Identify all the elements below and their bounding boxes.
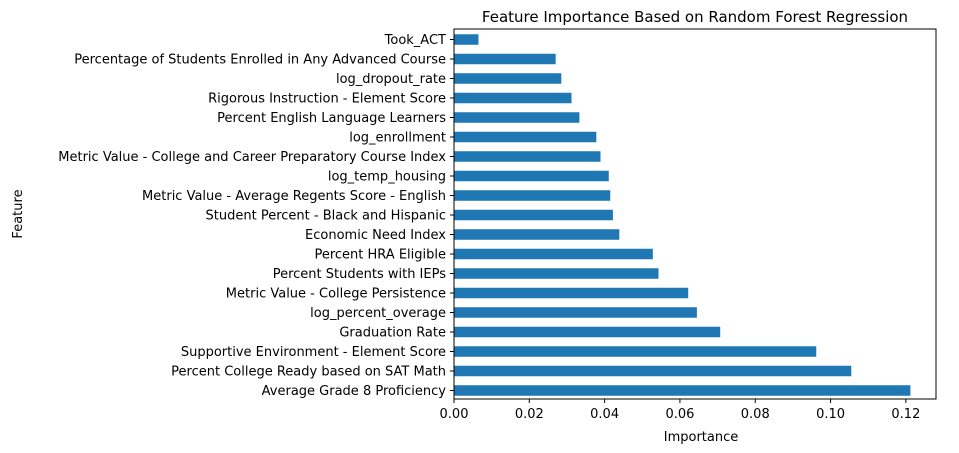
x-tick-label: 0.10 bbox=[816, 407, 845, 422]
bar bbox=[454, 209, 613, 221]
x-tick-label: 0.08 bbox=[741, 407, 770, 422]
bar bbox=[454, 287, 689, 299]
bar bbox=[454, 112, 580, 123]
y-tick-label: log_temp_housing bbox=[328, 170, 446, 185]
y-tick-label: log_dropout_rate bbox=[336, 72, 446, 87]
y-tick-label: Student Percent - Black and Hispanic bbox=[206, 209, 446, 224]
y-tick-label: log_enrollment bbox=[349, 131, 446, 146]
x-axis-label: Importance bbox=[664, 430, 739, 445]
y-tick-label: Percent Students with IEPs bbox=[273, 267, 446, 282]
y-axis-label: Feature bbox=[11, 189, 26, 238]
bar bbox=[454, 73, 562, 84]
bar bbox=[454, 248, 653, 260]
y-tick-label: Metric Value - Average Regents Score - E… bbox=[142, 189, 446, 204]
bar bbox=[454, 151, 601, 162]
y-tick-label: Percent College Ready based on SAT Math bbox=[171, 365, 446, 380]
bar bbox=[454, 365, 852, 377]
y-axis-ticks: Took_ACT Percentage of Students Enrolled … bbox=[58, 33, 454, 399]
bar bbox=[454, 346, 817, 357]
y-tick-label: Took_ACT bbox=[384, 33, 446, 48]
x-tick-label: 0.06 bbox=[665, 407, 694, 422]
bar bbox=[454, 170, 609, 182]
y-tick-label: Average Grade 8 Proficiency bbox=[262, 384, 447, 399]
y-tick-label: Supportive Environment - Element Score bbox=[181, 345, 446, 360]
bar bbox=[454, 53, 556, 65]
bars-group bbox=[454, 34, 911, 396]
x-tick-label: 0.00 bbox=[440, 407, 469, 422]
bar bbox=[454, 34, 479, 45]
x-tick-label: 0.04 bbox=[590, 407, 619, 422]
x-axis-ticks: 0.00 0.02 0.04 0.06 0.08 0.10 0.12 bbox=[440, 399, 920, 422]
bar bbox=[454, 326, 721, 338]
y-tick-label: Rigorous Instruction - Element Score bbox=[208, 92, 446, 107]
x-tick-label: 0.12 bbox=[891, 407, 920, 422]
y-tick-label: Economic Need Index bbox=[305, 228, 446, 243]
plot-frame bbox=[453, 28, 937, 400]
y-tick-label: log_percent_overage bbox=[310, 306, 446, 321]
y-tick-label: Percentage of Students Enrolled in Any A… bbox=[74, 53, 446, 68]
bar bbox=[454, 268, 659, 279]
bar bbox=[454, 131, 597, 143]
bar bbox=[454, 307, 697, 318]
bar bbox=[454, 385, 911, 396]
chart-title: Feature Importance Based on Random Fores… bbox=[482, 8, 908, 26]
y-tick-label: Metric Value - College Persistence bbox=[226, 287, 446, 302]
y-tick-label: Percent English Language Learners bbox=[217, 111, 446, 126]
x-tick-label: 0.02 bbox=[515, 407, 544, 422]
bar bbox=[454, 229, 620, 240]
bar bbox=[454, 92, 572, 104]
y-tick-label: Graduation Rate bbox=[339, 326, 446, 341]
y-tick-label: Metric Value - College and Career Prepar… bbox=[58, 150, 446, 165]
y-tick-label: Percent HRA Eligible bbox=[314, 248, 446, 263]
bar bbox=[454, 190, 611, 201]
